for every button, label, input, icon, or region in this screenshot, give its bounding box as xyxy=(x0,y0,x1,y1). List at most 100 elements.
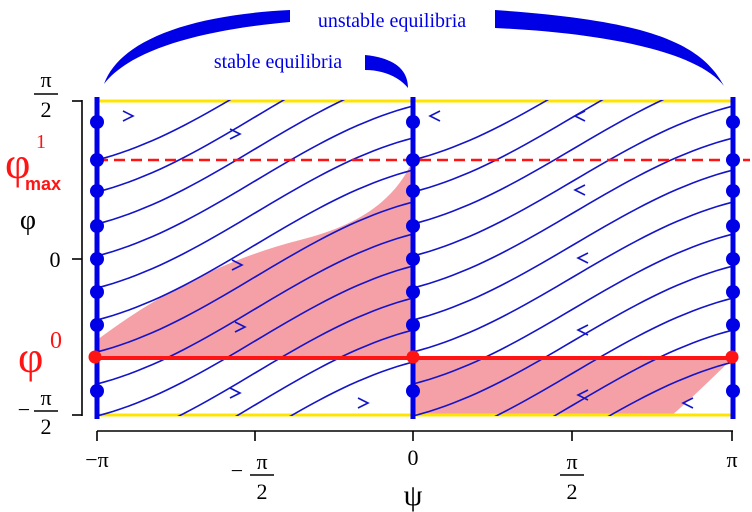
flow-line-right-7 xyxy=(412,233,733,385)
flow-line-right-3 xyxy=(412,105,733,257)
equilibrium-point-2-4 xyxy=(726,252,740,266)
equilibrium-point-1-5 xyxy=(406,285,420,299)
equilibrium-point-2-1 xyxy=(726,153,740,167)
flow-arrow-3 xyxy=(234,321,247,333)
equilibrium-point-0-5 xyxy=(90,285,104,299)
equilibrium-point-1-4 xyxy=(406,252,420,266)
flow-line-left-4 xyxy=(97,137,414,289)
y-axis-label: φ xyxy=(20,205,36,236)
unstable-bracket-right xyxy=(495,10,724,86)
flow-line-left-7 xyxy=(97,233,414,385)
unstable-equilibria-label: unstable equilibria xyxy=(318,10,466,32)
x-ticks xyxy=(96,431,733,441)
equilibrium-point-0-2 xyxy=(90,184,104,198)
stable-bracket xyxy=(365,55,408,88)
phi0-point-left xyxy=(88,350,102,364)
phi0-point-center xyxy=(406,350,420,364)
equilibrium-points xyxy=(90,115,740,398)
equilibrium-point-2-5 xyxy=(726,285,740,299)
flow-line-left-5 xyxy=(97,169,414,321)
equilibrium-point-1-1 xyxy=(406,153,420,167)
phi0-superscript: 0 xyxy=(50,328,62,354)
y-tick-label-top-num: π xyxy=(40,67,51,92)
phi-max-superscript: 1 xyxy=(36,131,46,153)
flow-arrow-7 xyxy=(573,110,586,122)
flow-line-left-2 xyxy=(97,100,346,225)
flow-line-left-3 xyxy=(97,105,414,257)
equilibrium-point-0-6 xyxy=(90,318,104,332)
flow-arrow-10 xyxy=(576,324,589,336)
flow-line-right-11 xyxy=(607,361,733,416)
flow-line-left-9 xyxy=(177,297,414,416)
equilibrium-point-2-0 xyxy=(726,115,740,129)
x-tick-label-half-pi-num: π xyxy=(566,449,577,474)
flow-lines xyxy=(97,100,733,416)
equilibrium-point-1-7 xyxy=(406,384,420,398)
flow-line-right-1 xyxy=(412,100,604,193)
x-tick-label-minus-half-pi-num: π xyxy=(256,449,267,474)
flow-arrows xyxy=(122,110,694,409)
flow-arrow-2 xyxy=(231,259,244,271)
x-axis-label: ψ xyxy=(404,479,423,512)
x-tick-label-minus-half-pi-sign: − xyxy=(231,458,243,483)
flow-line-left-1 xyxy=(97,100,286,193)
phi0-point-right xyxy=(725,350,739,364)
equilibrium-point-1-0 xyxy=(406,115,420,129)
y-tick-label-bottom-sign: − xyxy=(18,397,30,422)
flow-line-right-2 xyxy=(412,100,665,225)
flow-line-left-11 xyxy=(289,361,414,416)
equilibrium-point-1-3 xyxy=(406,219,420,233)
region-right xyxy=(413,358,733,415)
equilibrium-point-0-1 xyxy=(90,153,104,167)
y-tick-label-zero: 0 xyxy=(50,247,61,272)
phi-max-subscript: max xyxy=(25,174,61,194)
y-tick-label-bottom-num: π xyxy=(40,385,51,410)
flow-arrow-8 xyxy=(573,184,586,196)
y-tick-label-top-den: 2 xyxy=(41,97,52,122)
equilibrium-point-2-6 xyxy=(726,318,740,332)
phi-max-label: φ xyxy=(5,139,30,188)
equilibrium-point-1-2 xyxy=(406,184,420,198)
flow-arrow-12 xyxy=(681,397,694,409)
equilibrium-point-2-7 xyxy=(726,384,740,398)
equilibrium-point-0-0 xyxy=(90,115,104,129)
flow-arrow-4 xyxy=(229,387,242,399)
equilibrium-point-2-2 xyxy=(726,184,740,198)
flow-line-left-8 xyxy=(97,265,414,416)
flow-line-right-0 xyxy=(412,100,550,161)
equilibrium-point-0-4 xyxy=(90,252,104,266)
flow-line-right-6 xyxy=(412,201,733,353)
flow-arrow-1 xyxy=(229,128,242,140)
flow-line-left-6 xyxy=(97,201,414,353)
attraction-regions xyxy=(97,160,733,415)
flow-line-left-0 xyxy=(97,100,232,161)
flow-arrow-11 xyxy=(576,389,589,401)
phi0-label: φ xyxy=(18,333,43,382)
equilibrium-point-2-3 xyxy=(726,219,740,233)
flow-arrow-9 xyxy=(576,252,589,264)
flow-line-right-8 xyxy=(412,265,733,416)
equilibrium-point-0-7 xyxy=(90,384,104,398)
region-left xyxy=(97,160,413,358)
equilibrium-point-0-3 xyxy=(90,219,104,233)
flow-arrow-0 xyxy=(122,110,135,122)
x-tick-label-pi: π xyxy=(726,447,737,472)
y-tick-label-bottom-den: 2 xyxy=(41,414,52,439)
flow-arrow-5 xyxy=(357,397,370,409)
x-tick-label-minus-half-pi-den: 2 xyxy=(257,479,268,504)
flow-arrow-6 xyxy=(428,110,441,122)
flow-line-right-9 xyxy=(494,297,733,416)
flow-line-right-4 xyxy=(412,137,733,289)
flow-line-right-5 xyxy=(412,169,733,321)
unstable-bracket-left xyxy=(104,10,290,84)
x-tick-label-minus-pi: −π xyxy=(85,447,109,472)
annotation-brackets xyxy=(104,10,724,88)
y-ticks xyxy=(72,100,82,416)
flow-line-left-10 xyxy=(234,329,414,416)
stable-equilibria-label: stable equilibria xyxy=(214,51,342,73)
equilibrium-point-1-6 xyxy=(406,318,420,332)
flow-line-right-10 xyxy=(552,329,733,416)
x-tick-label-zero: 0 xyxy=(408,445,419,470)
